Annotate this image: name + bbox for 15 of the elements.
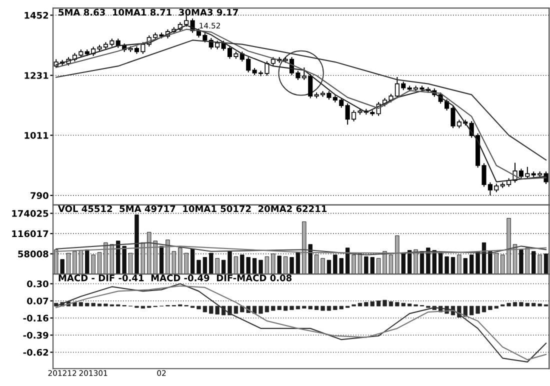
annotation: MACD - DIF -0.41 MACD -0.49 DIF-MACD 0.08: [58, 274, 292, 282]
y-tick-label: 0.07: [27, 298, 48, 304]
y-tick-label: -0.62: [23, 348, 48, 356]
annotation: 5MA 8.63 10MA1 8.71 30MA3 9.17: [58, 8, 238, 16]
y-tick-label: 174025: [12, 210, 48, 217]
y-tick-label: -0.16: [23, 314, 48, 322]
y-tick-label: 790: [30, 192, 48, 199]
y-tick-label: 1011: [24, 132, 48, 139]
y-tick-label: 1231: [24, 72, 48, 79]
y-tick-label: 1452: [24, 12, 48, 19]
y-tick-label: 0.30: [27, 280, 48, 288]
y-tick-label: 58008: [18, 250, 48, 258]
y-tick-label: 116017: [12, 230, 48, 238]
y-tick-label: -0.39: [23, 332, 48, 339]
annotation: VOL 45512 5MA 49717 10MA1 50172 20MA2 62211: [58, 205, 327, 212]
